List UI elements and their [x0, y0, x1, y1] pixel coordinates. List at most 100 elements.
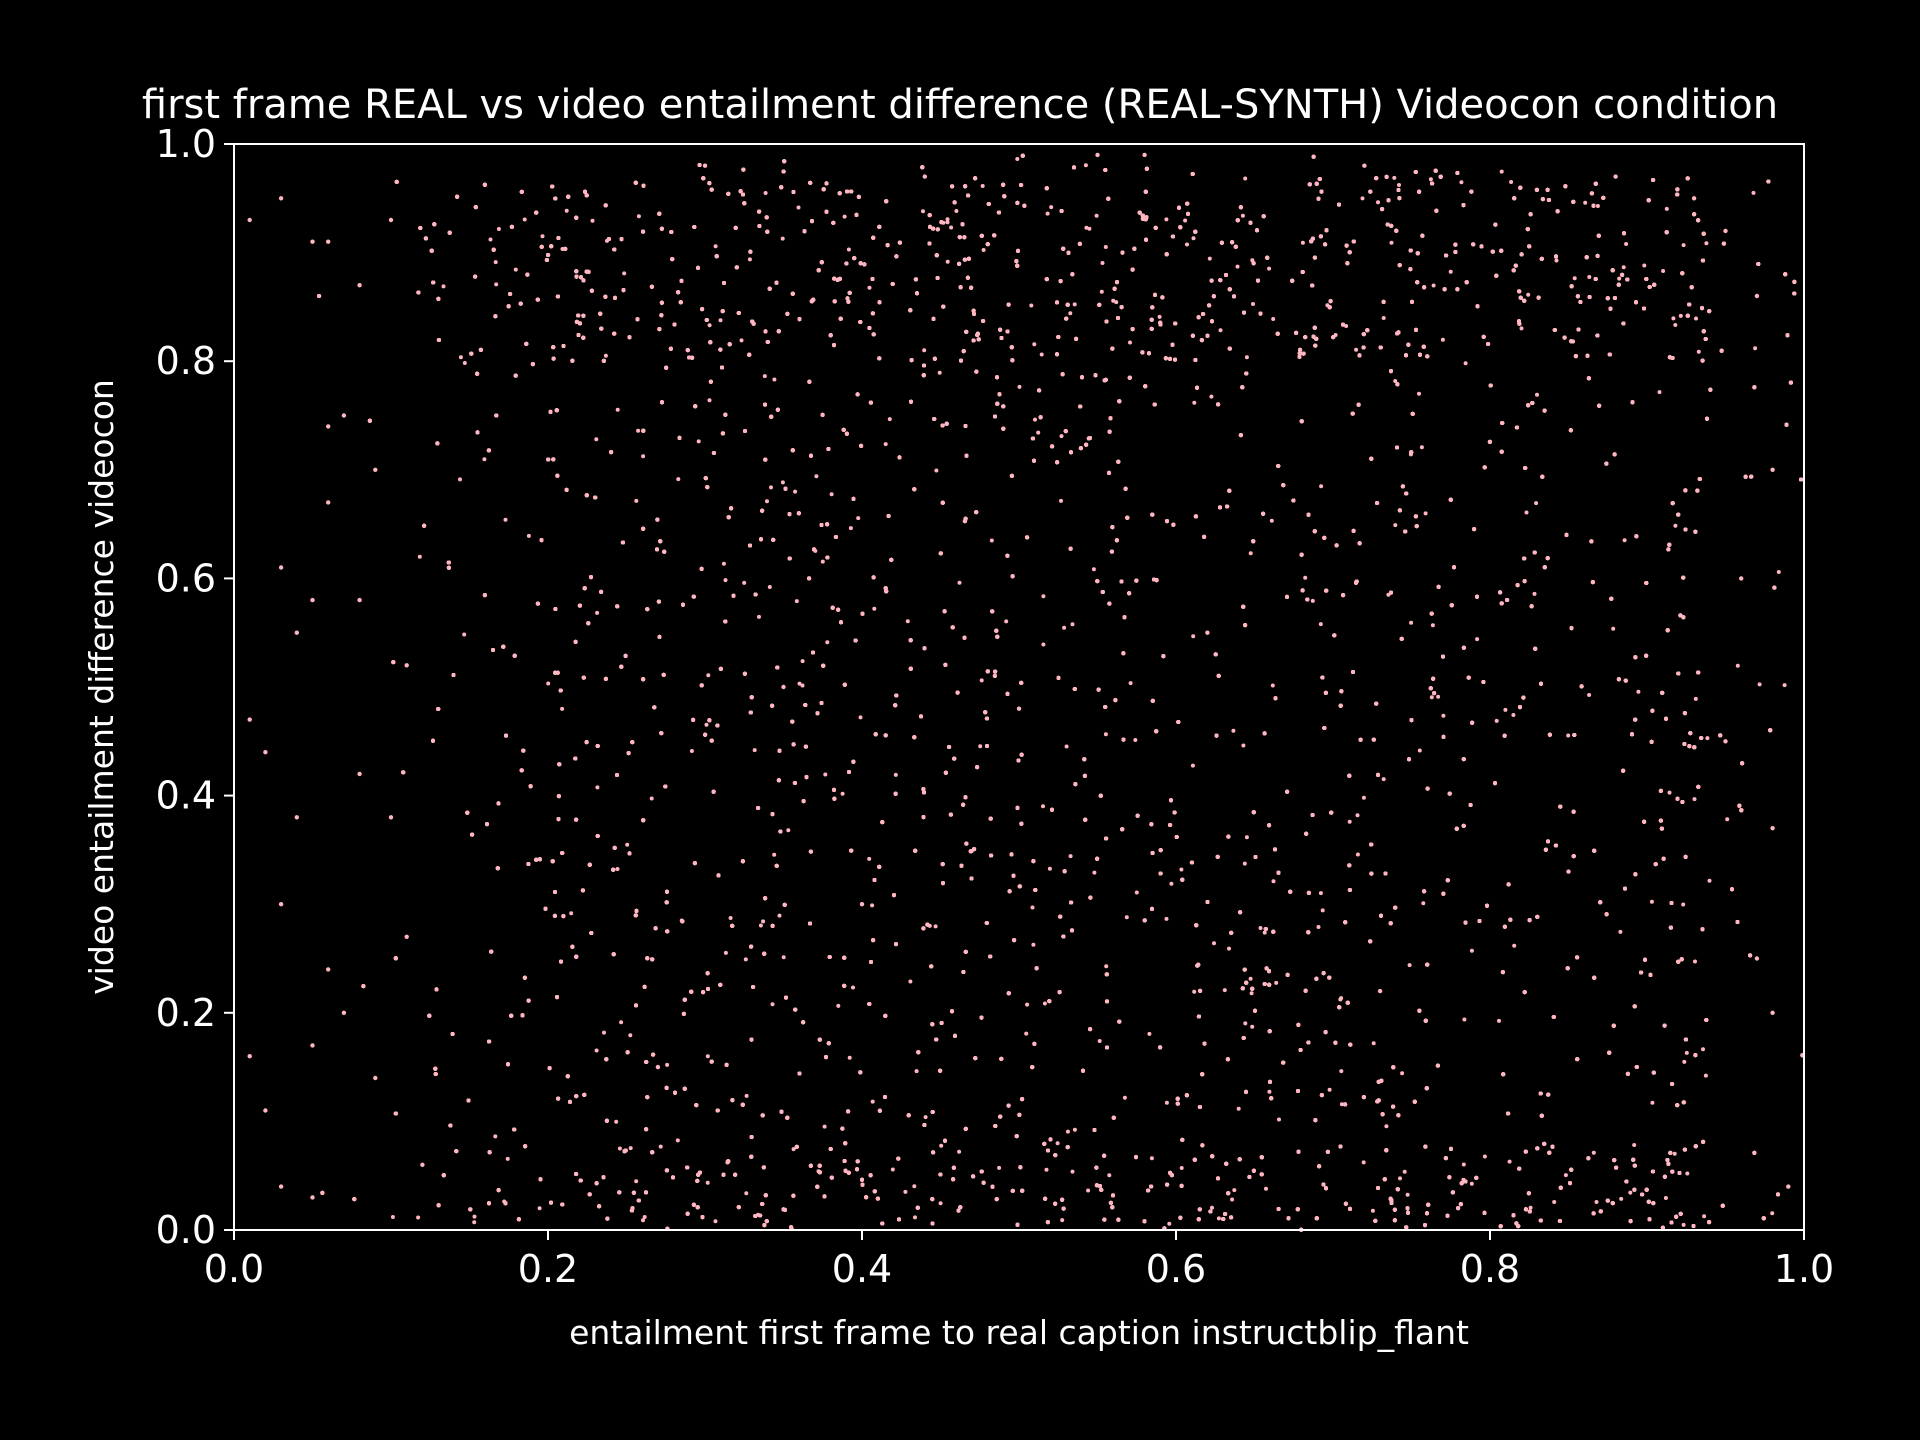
data-point [634, 1179, 639, 1184]
data-point [744, 1191, 749, 1196]
data-point [472, 1220, 477, 1225]
data-point [1663, 1196, 1668, 1200]
data-point [1594, 1200, 1599, 1204]
data-point [603, 353, 608, 358]
data-point [887, 417, 892, 422]
data-point [1091, 567, 1096, 572]
data-point [1419, 445, 1424, 450]
data-point [595, 785, 600, 790]
data-point [846, 247, 851, 252]
data-point [1083, 163, 1088, 168]
data-point [1164, 916, 1169, 921]
data-point [747, 257, 752, 262]
data-point [1461, 1162, 1466, 1167]
data-point [1300, 240, 1305, 245]
data-point [780, 236, 785, 241]
data-point [1566, 733, 1571, 738]
data-point [1070, 1169, 1075, 1174]
data-point [1212, 941, 1216, 946]
data-point [675, 1138, 680, 1143]
data-point [1355, 852, 1360, 857]
data-point [829, 492, 834, 497]
data-point [1277, 1117, 1281, 1122]
data-point [1164, 217, 1169, 222]
data-point [1693, 959, 1697, 964]
data-point [1532, 591, 1537, 596]
data-point [310, 1195, 315, 1200]
data-point [1393, 379, 1398, 383]
data-point [945, 217, 950, 222]
data-point [957, 1149, 962, 1154]
data-point [310, 597, 315, 603]
data-point [1318, 891, 1323, 896]
data-point [814, 474, 819, 479]
data-point [1397, 183, 1401, 187]
data-point [373, 467, 378, 472]
data-point [1725, 817, 1730, 822]
data-point [1033, 417, 1037, 422]
data-point [1611, 626, 1616, 631]
data-point [1475, 637, 1480, 642]
data-point [1693, 696, 1698, 701]
data-point [1482, 1154, 1487, 1159]
data-point [1192, 400, 1197, 405]
data-point [1469, 1181, 1474, 1186]
data-point [676, 477, 681, 482]
data-point [800, 659, 805, 664]
data-point [326, 424, 331, 429]
data-point [1134, 890, 1139, 895]
data-point [702, 163, 708, 168]
data-point [1183, 218, 1188, 223]
data-point [569, 911, 574, 916]
data-point [341, 1010, 347, 1015]
data-point [1227, 946, 1231, 951]
data-point [1754, 956, 1760, 961]
data-point [278, 902, 284, 907]
data-point [1248, 551, 1253, 556]
data-point [772, 852, 777, 857]
data-point [1519, 326, 1524, 331]
data-point [1566, 869, 1571, 874]
data-point [1694, 316, 1698, 321]
data-point [1664, 206, 1669, 211]
data-point [1060, 1218, 1065, 1223]
data-point [294, 630, 299, 635]
data-point [1267, 266, 1272, 271]
data-point [893, 772, 898, 777]
data-point [1084, 225, 1089, 230]
data-point [934, 468, 939, 473]
data-point [938, 1201, 943, 1206]
data-point [981, 248, 986, 252]
data-point [594, 437, 599, 442]
data-point [1030, 905, 1035, 910]
data-point [310, 239, 315, 244]
data-point [1016, 706, 1022, 711]
data-point [622, 271, 627, 276]
data-point [707, 323, 712, 328]
data-point [1216, 1216, 1221, 1221]
data-point [1114, 300, 1119, 305]
data-point [923, 1115, 928, 1120]
data-point [326, 500, 331, 505]
data-point [522, 217, 527, 222]
data-point [1128, 681, 1133, 686]
data-point [704, 722, 709, 727]
data-point [1169, 881, 1174, 886]
data-point [713, 1219, 718, 1224]
data-point [840, 791, 845, 796]
data-point [1770, 826, 1775, 831]
data-point [1628, 1190, 1633, 1195]
data-point [1370, 1208, 1375, 1213]
data-point [595, 610, 600, 615]
data-point [625, 842, 630, 847]
data-point [1595, 204, 1600, 208]
data-point [1617, 276, 1622, 281]
data-point [247, 217, 252, 223]
data-point [1572, 276, 1577, 281]
data-point [658, 1144, 663, 1149]
data-point [1250, 1024, 1255, 1029]
data-point [590, 218, 595, 223]
data-point [1191, 236, 1196, 241]
data-point [1092, 870, 1097, 875]
data-point [1429, 695, 1434, 700]
